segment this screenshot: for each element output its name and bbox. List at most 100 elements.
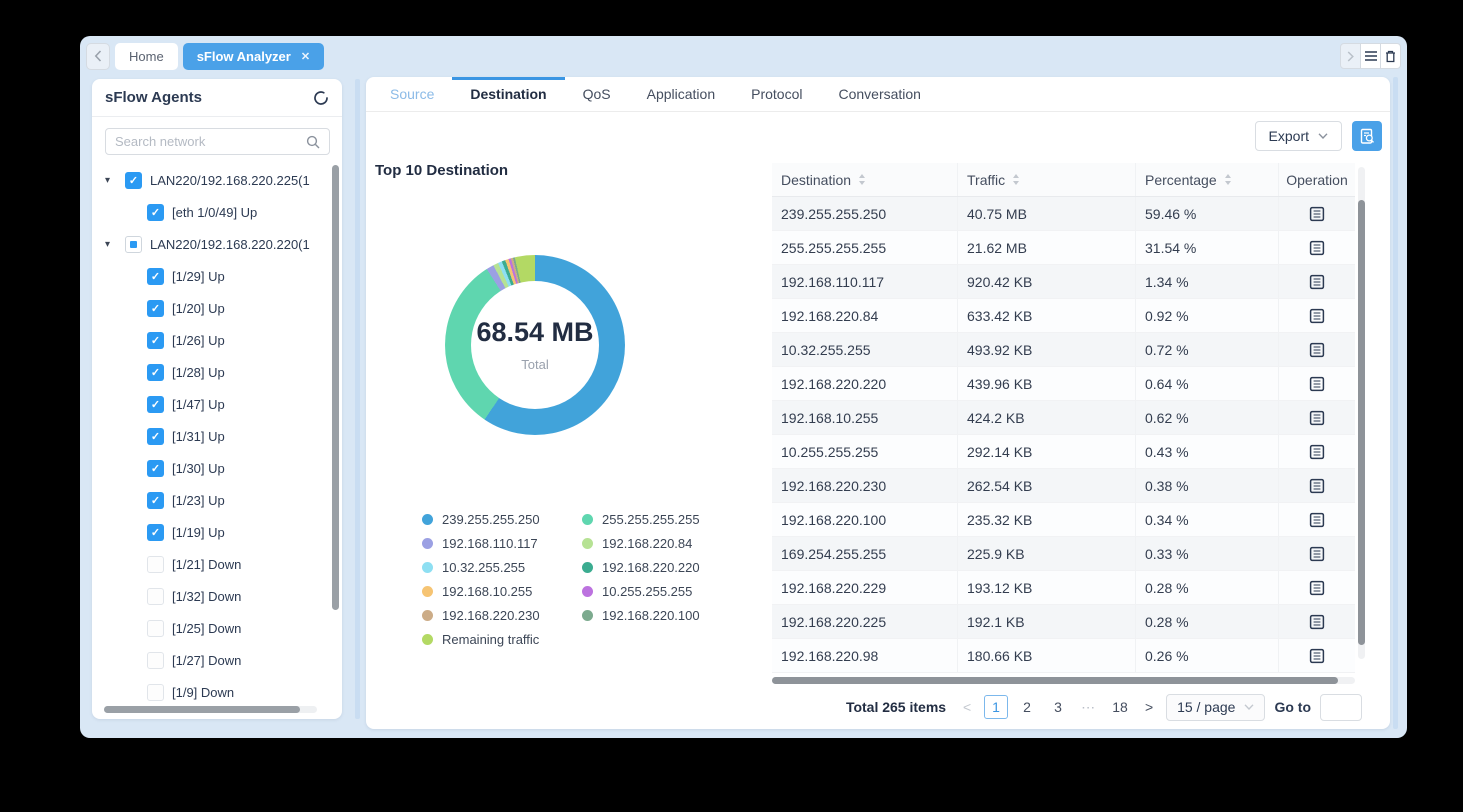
- page-numbers: 1 2 3 ⋯ 18: [984, 695, 1132, 719]
- prev-page-button[interactable]: <: [962, 699, 972, 715]
- checkbox[interactable]: [147, 331, 164, 349]
- panel-resizer-left[interactable]: [355, 79, 360, 719]
- tree-item[interactable]: ▾ LAN220/192.168.220.220(1: [92, 228, 342, 260]
- details-button[interactable]: [1309, 206, 1325, 222]
- checkbox[interactable]: [147, 267, 164, 285]
- checkbox[interactable]: [147, 683, 164, 701]
- legend-item: 10.32.255.255: [422, 555, 582, 579]
- sidebar-horizontal-scrollbar[interactable]: [104, 706, 300, 713]
- tree-item[interactable]: [1/27] Down: [92, 644, 342, 676]
- page-size-select[interactable]: 15 / page: [1166, 693, 1266, 721]
- table-horizontal-scrollbar[interactable]: [772, 677, 1338, 684]
- table-vertical-scrollbar[interactable]: [1358, 200, 1365, 645]
- checkbox[interactable]: [147, 587, 164, 605]
- caret-down-icon[interactable]: ▾: [105, 238, 111, 250]
- delete-button[interactable]: [1380, 43, 1401, 69]
- tree-item[interactable]: [eth 1/0/49] Up: [92, 196, 342, 228]
- details-button[interactable]: [1309, 308, 1325, 324]
- tree-item[interactable]: [1/19] Up: [92, 516, 342, 548]
- tree-item-label: [1/21] Down: [172, 556, 242, 572]
- checkbox[interactable]: [125, 235, 142, 253]
- details-button[interactable]: [1309, 546, 1325, 562]
- main-tab-application[interactable]: Application: [646, 86, 716, 102]
- menu-button[interactable]: [1360, 43, 1381, 69]
- tree-item[interactable]: [1/32] Down: [92, 580, 342, 612]
- menu-icon: [1364, 51, 1377, 61]
- tree-item[interactable]: ▾ LAN220/192.168.220.225(1: [92, 164, 342, 196]
- details-button[interactable]: [1309, 648, 1325, 664]
- tree-item[interactable]: [1/29] Up: [92, 260, 342, 292]
- back-button[interactable]: [86, 42, 110, 70]
- details-button[interactable]: [1309, 512, 1325, 528]
- column-percentage[interactable]: Percentage: [1136, 163, 1279, 196]
- main-tab-destination[interactable]: Destination: [452, 77, 565, 111]
- refresh-button[interactable]: [313, 90, 329, 106]
- checkbox[interactable]: [147, 203, 164, 221]
- details-button[interactable]: [1309, 376, 1325, 392]
- page-number[interactable]: 1: [984, 695, 1009, 719]
- details-button[interactable]: [1309, 342, 1325, 358]
- tab-sflow-analyzer[interactable]: sFlow Analyzer ✕: [182, 42, 325, 70]
- details-button[interactable]: [1309, 478, 1325, 494]
- page-number[interactable]: 18: [1112, 699, 1128, 715]
- next-page-button[interactable]: >: [1144, 699, 1154, 715]
- tree-item[interactable]: [1/31] Up: [92, 420, 342, 452]
- checkbox[interactable]: [125, 171, 142, 189]
- sort-icon[interactable]: [1224, 173, 1232, 186]
- main-tab-conversation[interactable]: Conversation: [838, 86, 921, 102]
- main-tab-source[interactable]: Source: [390, 86, 435, 102]
- cell-traffic: 292.14 KB: [958, 435, 1136, 468]
- forward-button[interactable]: [1340, 43, 1361, 69]
- checkbox[interactable]: [147, 555, 164, 573]
- checkbox[interactable]: [147, 363, 164, 381]
- checkbox[interactable]: [147, 523, 164, 541]
- tree-item[interactable]: [1/9] Down: [92, 676, 342, 708]
- panel-resizer-right[interactable]: [1393, 77, 1398, 729]
- details-button[interactable]: [1309, 614, 1325, 630]
- close-icon[interactable]: ✕: [300, 50, 311, 63]
- details-button[interactable]: [1309, 580, 1325, 596]
- report-button[interactable]: [1352, 121, 1382, 151]
- tree-item[interactable]: [1/20] Up: [92, 292, 342, 324]
- tree-item[interactable]: [1/25] Down: [92, 612, 342, 644]
- tab-home[interactable]: Home: [115, 42, 178, 70]
- checkbox[interactable]: [147, 619, 164, 637]
- column-destination[interactable]: Destination: [772, 163, 958, 196]
- sidebar-vertical-scrollbar[interactable]: [332, 165, 339, 610]
- checkbox[interactable]: [147, 491, 164, 509]
- details-icon: [1309, 376, 1325, 391]
- goto-page-input[interactable]: [1320, 693, 1362, 721]
- sort-icon[interactable]: [858, 173, 866, 186]
- checkbox[interactable]: [147, 459, 164, 477]
- tree-item[interactable]: [1/30] Up: [92, 452, 342, 484]
- page-number[interactable]: 2: [1023, 699, 1031, 715]
- table-row: 169.254.255.255 225.9 KB 0.33 %: [772, 537, 1355, 571]
- details-button[interactable]: [1309, 410, 1325, 426]
- main-tab-qos[interactable]: QoS: [582, 86, 611, 102]
- checkbox[interactable]: [147, 395, 164, 413]
- sort-icon[interactable]: [1012, 173, 1020, 186]
- tree-item[interactable]: [1/21] Down: [92, 548, 342, 580]
- column-traffic[interactable]: Traffic: [958, 163, 1136, 196]
- tree-item[interactable]: [1/47] Up: [92, 388, 342, 420]
- cell-traffic: 193.12 KB: [958, 571, 1136, 604]
- tree-item[interactable]: [1/26] Up: [92, 324, 342, 356]
- export-button[interactable]: Export: [1254, 121, 1342, 151]
- search-input[interactable]: [115, 134, 306, 149]
- main-tab-protocol[interactable]: Protocol: [751, 86, 803, 102]
- page-number[interactable]: 3: [1054, 699, 1062, 715]
- checkbox[interactable]: [147, 299, 164, 317]
- details-button[interactable]: [1309, 240, 1325, 256]
- tree-item[interactable]: [1/23] Up: [92, 484, 342, 516]
- table-row: 192.168.220.229 193.12 KB 0.28 %: [772, 571, 1355, 605]
- details-button[interactable]: [1309, 444, 1325, 460]
- caret-down-icon[interactable]: ▾: [105, 174, 111, 186]
- tree-item-label: [1/32] Down: [172, 588, 242, 604]
- tree-item[interactable]: [1/28] Up: [92, 356, 342, 388]
- tree-item-label: [1/28] Up: [172, 364, 225, 380]
- details-button[interactable]: [1309, 274, 1325, 290]
- details-icon: [1309, 444, 1325, 459]
- checkbox[interactable]: [147, 651, 164, 669]
- checkbox[interactable]: [147, 427, 164, 445]
- legend-dot: [582, 585, 593, 597]
